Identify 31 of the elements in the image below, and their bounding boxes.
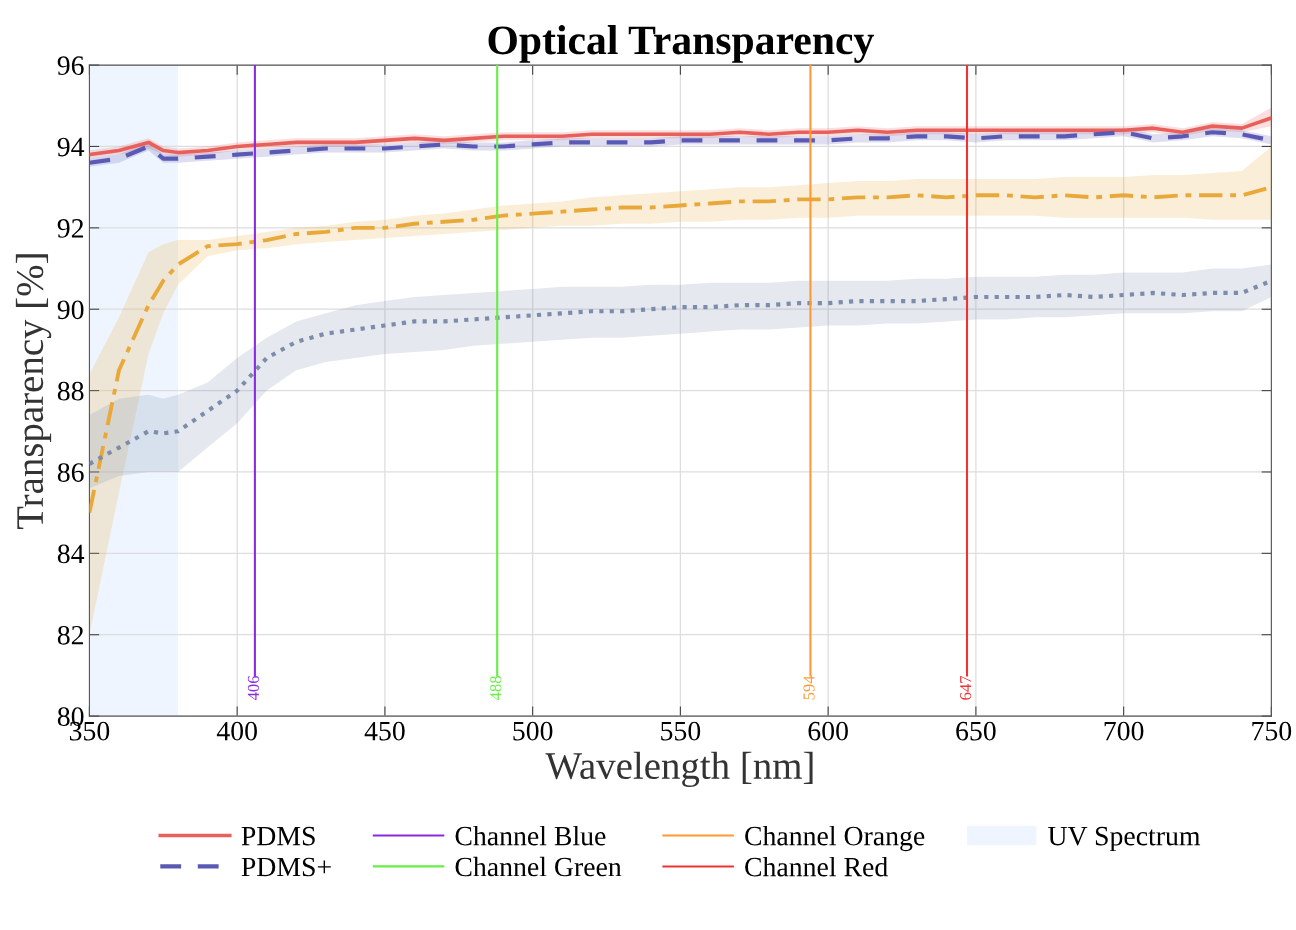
x-tick-label: 450: [364, 721, 405, 741]
x-tick-label: 400: [216, 721, 257, 741]
annotation: 406: [247, 675, 260, 701]
y-tick-label: 84: [57, 544, 85, 564]
y-tick-label: 88: [57, 381, 84, 401]
y-tick-label: 86: [57, 463, 84, 482]
chart-title: Optical Transparency: [488, 25, 874, 63]
x-axis-title: Wavelength [nm]: [545, 751, 813, 788]
x-tick-label: 750: [1252, 721, 1292, 741]
x-tick-label: 700: [1104, 721, 1144, 741]
y-tick-label: 90: [57, 300, 84, 320]
x-tick-label: 650: [956, 721, 996, 741]
line-series: [89, 116, 1272, 157]
legend-label: Channel Orange: [745, 825, 925, 852]
annotation: 594: [803, 675, 815, 700]
y-tick-label: 82: [57, 625, 84, 645]
legend-label: UV Spectrum: [1048, 826, 1201, 852]
legend-label: PDMS: [241, 826, 315, 846]
y-tick-label: 96: [57, 56, 84, 76]
x-tick-label: 600: [808, 721, 848, 741]
x-tick-label: 550: [661, 721, 701, 741]
legend-label: Channel Blue: [455, 825, 606, 846]
annotation: 488: [490, 676, 502, 701]
y-tick-label: 92: [57, 219, 84, 238]
y-axis-title: Transparency [%]: [15, 254, 52, 530]
x-tick-label: 500: [513, 721, 553, 741]
legend-label: Channel Red: [745, 856, 888, 877]
annotation: 647: [959, 675, 972, 700]
legend-label: PDMS+: [241, 857, 331, 877]
legend-label: Channel Green: [455, 856, 622, 877]
y-tick-label: 94: [57, 137, 85, 157]
